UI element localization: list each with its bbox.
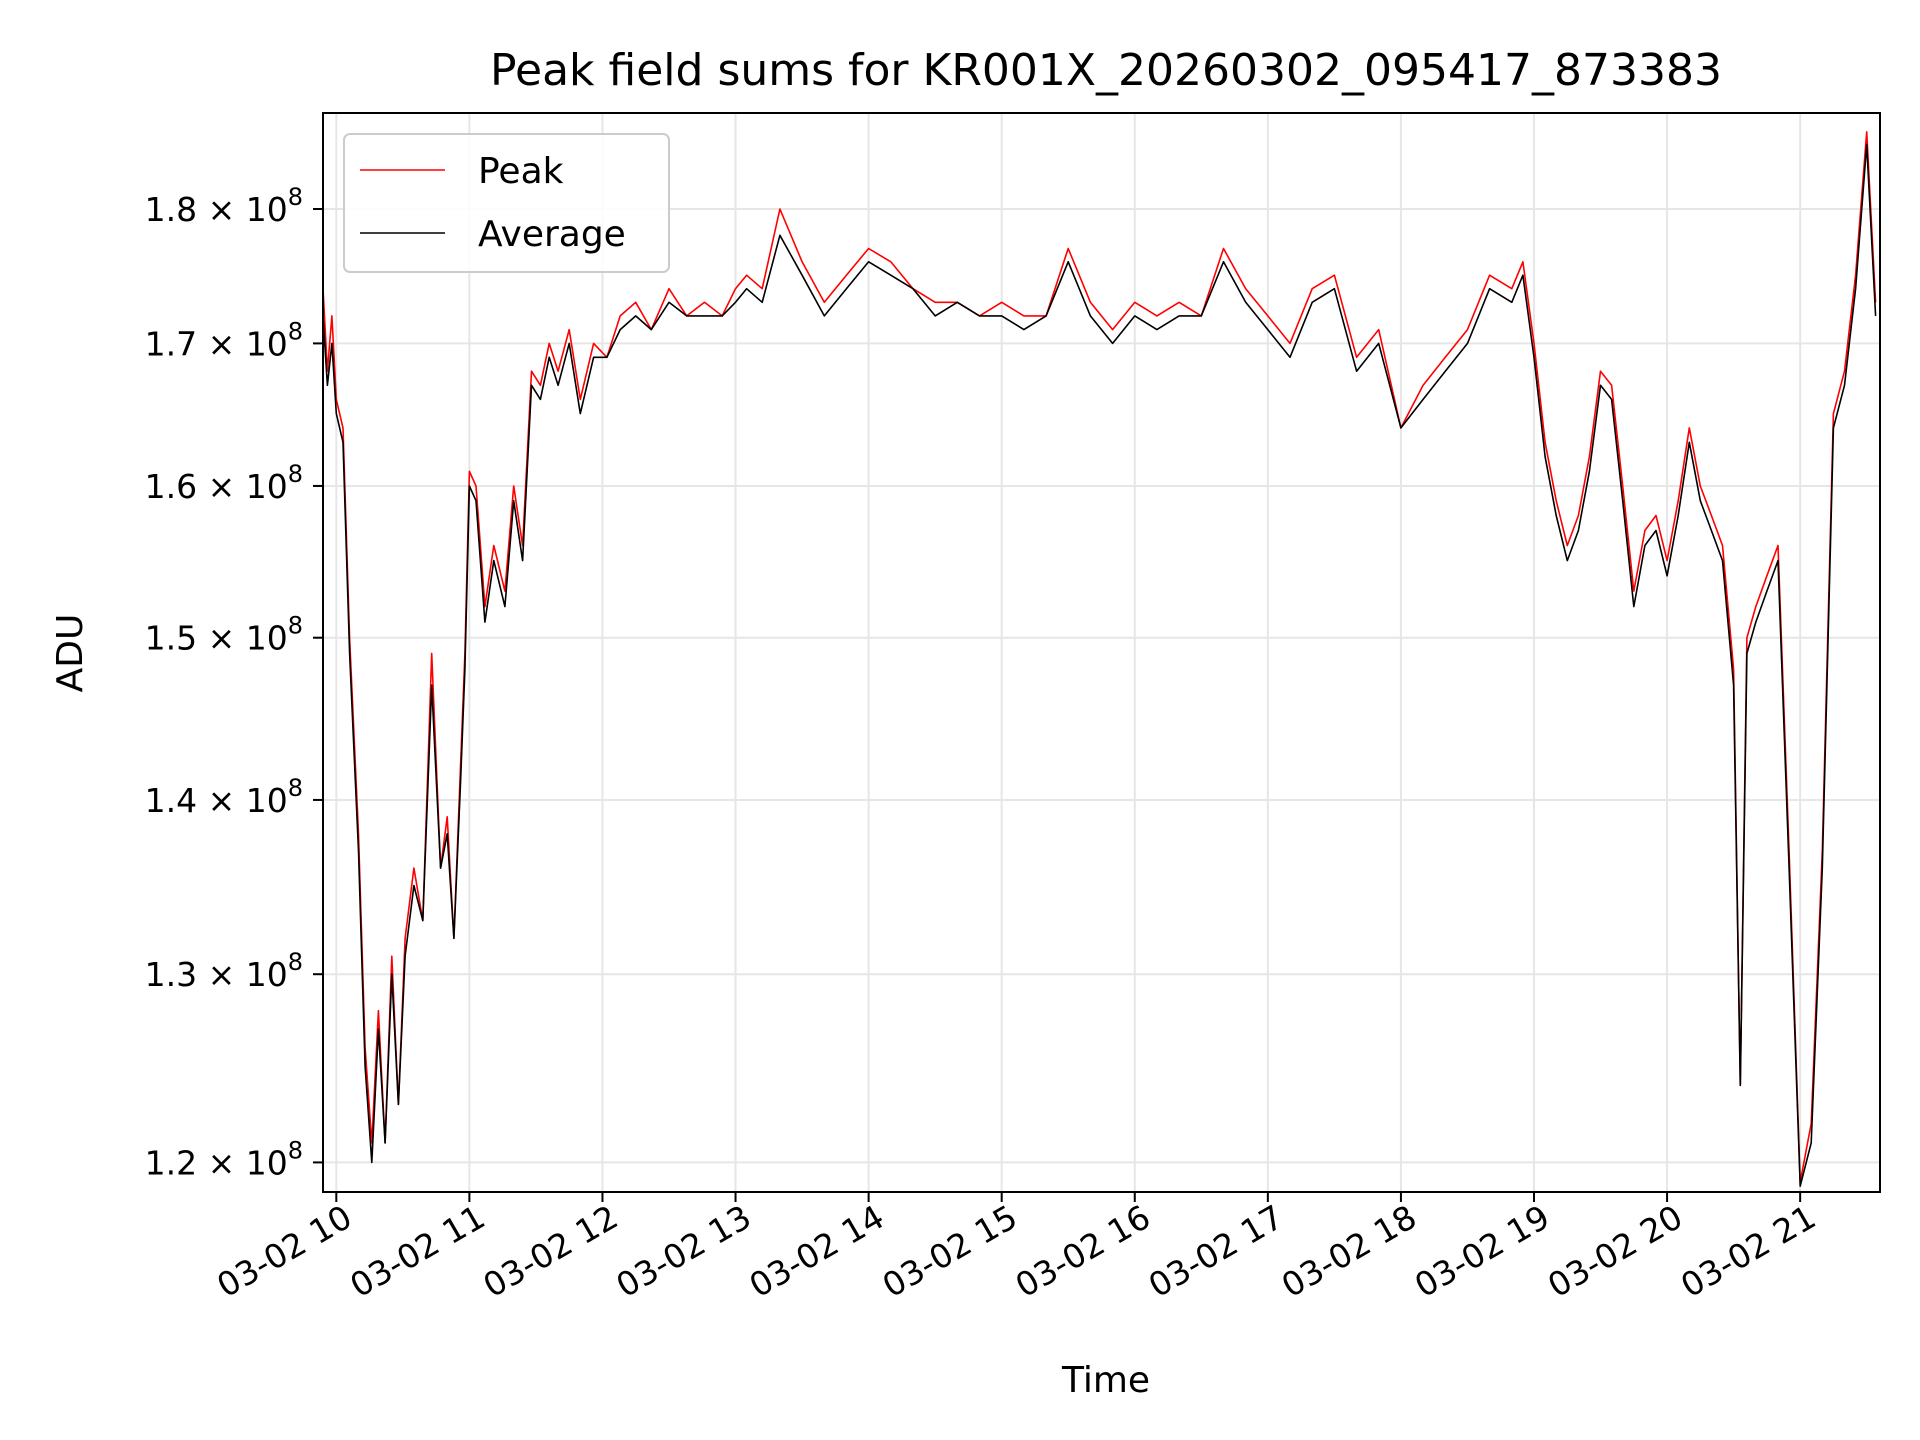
y-tick-mantissa: 1.5 bbox=[145, 619, 197, 658]
y-tick-exponent: 8 bbox=[288, 948, 303, 976]
x-axis-label: Time bbox=[1061, 1360, 1150, 1401]
y-tick-base: 10 bbox=[246, 955, 288, 994]
y-tick-times: × bbox=[197, 467, 246, 506]
legend-box bbox=[343, 133, 670, 273]
y-tick-label: 1.4 × 108 bbox=[145, 774, 303, 820]
legend-label-average: Average bbox=[478, 214, 626, 255]
y-tick-exponent: 8 bbox=[288, 612, 303, 640]
legend: Peak Average bbox=[343, 133, 670, 273]
chart-title: Peak field sums for KR001X_20260302_0954… bbox=[490, 45, 1722, 96]
y-tick-mantissa: 1.3 bbox=[145, 955, 197, 994]
y-tick-mantissa: 1.2 bbox=[145, 1143, 197, 1182]
series-line-average bbox=[322, 143, 1877, 1187]
y-tick-exponent: 8 bbox=[288, 1136, 303, 1164]
y-tick-times: × bbox=[197, 619, 246, 658]
grid bbox=[323, 113, 1880, 1192]
y-tick-base: 10 bbox=[246, 324, 288, 363]
legend-label-peak: Peak bbox=[478, 151, 564, 192]
y-axis-label: ADU bbox=[50, 614, 91, 693]
y-tick-times: × bbox=[197, 324, 246, 363]
y-tick-times: × bbox=[197, 955, 246, 994]
y-tick-label: 1.2 × 108 bbox=[145, 1136, 303, 1182]
y-tick-label: 1.8 × 108 bbox=[145, 183, 303, 229]
y-tick-exponent: 8 bbox=[288, 183, 303, 211]
y-tick-label: 1.5 × 108 bbox=[145, 612, 303, 658]
y-tick-base: 10 bbox=[246, 781, 288, 820]
y-tick-label: 1.7 × 108 bbox=[145, 317, 303, 363]
y-tick-label: 1.3 × 108 bbox=[145, 948, 303, 994]
y-tick-base: 10 bbox=[246, 467, 288, 506]
y-tick-mantissa: 1.4 bbox=[145, 781, 197, 820]
plot-frame bbox=[322, 112, 1881, 1193]
y-tick-base: 10 bbox=[246, 190, 288, 229]
y-tick-base: 10 bbox=[246, 1143, 288, 1182]
y-tick-mantissa: 1.8 bbox=[145, 190, 197, 229]
y-tick-times: × bbox=[197, 781, 246, 820]
y-tick-times: × bbox=[197, 1143, 246, 1182]
y-tick-exponent: 8 bbox=[288, 774, 303, 802]
y-tick-mantissa: 1.7 bbox=[145, 324, 197, 363]
y-tick-mantissa: 1.6 bbox=[145, 467, 197, 506]
y-tick-exponent: 8 bbox=[288, 460, 303, 488]
y-tick-label: 1.6 × 108 bbox=[145, 460, 303, 506]
y-tick-times: × bbox=[197, 190, 246, 229]
y-tick-base: 10 bbox=[246, 619, 288, 658]
y-tick-exponent: 8 bbox=[288, 317, 303, 345]
series-lines bbox=[322, 131, 1877, 1187]
